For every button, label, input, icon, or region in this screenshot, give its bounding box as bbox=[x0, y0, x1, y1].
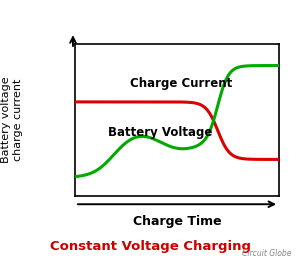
Text: Battery voltage
charge current: Battery voltage charge current bbox=[1, 77, 23, 163]
Text: Circuit Globe: Circuit Globe bbox=[242, 250, 291, 258]
Text: Constant Voltage Charging: Constant Voltage Charging bbox=[50, 240, 250, 253]
Text: Battery Voltage: Battery Voltage bbox=[109, 126, 213, 139]
Text: Charge Current: Charge Current bbox=[130, 77, 232, 90]
Text: Charge Time: Charge Time bbox=[133, 215, 221, 228]
